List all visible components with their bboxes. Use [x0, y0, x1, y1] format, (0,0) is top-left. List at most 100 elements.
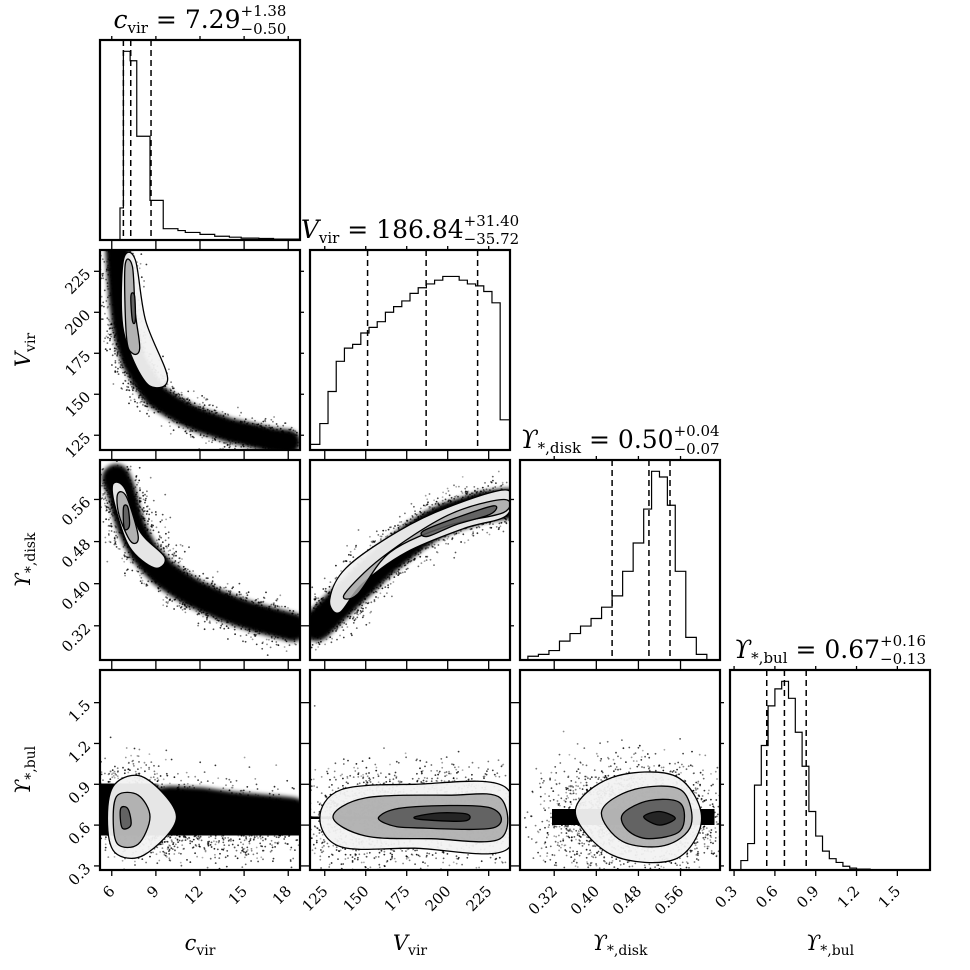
panel-title-ydisk: ϒ*,disk = 0.50+0.04 — [520, 422, 719, 457]
x-tick-label-vvir: 175 — [381, 882, 414, 915]
contour-line-1 — [342, 498, 510, 600]
title-value: = 7.29 — [148, 5, 241, 34]
y-axis-label-vvir: Vvir — [11, 333, 39, 368]
y-tick-label-vvir: 225 — [61, 265, 94, 298]
contour-line-0 — [111, 481, 166, 569]
axis-symbol: ϒ — [11, 779, 35, 794]
axis-symbol: ϒ — [593, 931, 608, 955]
contour-line-1 — [112, 791, 151, 849]
x-tick-label-cvir: 12 — [181, 882, 207, 908]
x-tick-label-vvir: 125 — [299, 882, 332, 915]
contour-line-3 — [643, 810, 676, 826]
contour-line-1 — [123, 258, 141, 356]
contour-fill-3 — [413, 812, 471, 822]
axis-subscript: *,bul — [23, 745, 39, 779]
contour-fill-2 — [123, 504, 130, 530]
title-minus-error: −0.13 — [880, 650, 926, 668]
x-tick-label-cvir: 15 — [225, 882, 251, 908]
y-tick-label-ybul: 1.2 — [65, 737, 95, 767]
histogram-step-ydisk — [520, 470, 720, 661]
density-cvir-ydisk — [100, 460, 300, 656]
density-cvir-vvir — [100, 250, 300, 450]
x-tick-label-ybul: 0.9 — [793, 882, 823, 912]
contour-line-2 — [130, 292, 137, 325]
x-tick-label-ydisk: 0.56 — [651, 882, 687, 918]
contour-fill-2 — [120, 806, 132, 830]
title-minus-error: −0.50 — [241, 20, 287, 38]
axis-subscript: vir — [195, 943, 215, 959]
scatter-panel-ydisk-ybul — [514, 666, 724, 876]
contour-line-0 — [319, 780, 510, 855]
scatter-panel-vvir-ydisk — [304, 456, 514, 666]
contour-line-2 — [420, 505, 498, 538]
axis-symbol: c — [185, 931, 197, 955]
contour-line-0 — [120, 251, 169, 389]
title-plus-error: +0.16 — [880, 632, 926, 650]
y-tick-label-ybul: 0.6 — [65, 819, 95, 849]
axis-subscript: *,disk — [607, 943, 648, 959]
y-tick-label-ydisk: 0.48 — [58, 535, 94, 571]
panel-frame — [308, 458, 512, 662]
scatter-panel-vvir-ybul — [304, 666, 514, 876]
y-tick-label-ydisk: 0.56 — [58, 493, 94, 529]
title-symbol: V — [301, 215, 322, 244]
y-tick-label-ybul: 1.5 — [65, 696, 95, 726]
histogram-cvir: cvir = 7.29+1.38−0.50 — [98, 2, 302, 246]
title-minus-error: −35.72 — [464, 230, 520, 248]
axis-symbol: ϒ — [806, 931, 821, 955]
x-axis-label-vvir: Vvir — [393, 931, 428, 959]
panel-frame — [518, 668, 722, 872]
axis-symbol: V — [11, 350, 35, 367]
y-tick-label-ybul: 0.3 — [65, 860, 95, 890]
title-subscript: vir — [318, 229, 340, 247]
histogram-step-ybul — [730, 680, 930, 871]
title-value: = 0.50 — [581, 425, 674, 454]
title-subscript: vir — [127, 19, 149, 37]
y-axis-label-ybul: ϒ*,bul — [11, 745, 39, 794]
contour-line-2 — [119, 805, 132, 830]
axis-subscript: vir — [407, 943, 427, 959]
title-plus-error: +1.38 — [241, 2, 287, 20]
x-tick-label-vvir: 225 — [463, 882, 496, 915]
y-tick-label-ybul: 0.9 — [65, 778, 95, 808]
x-tick-label-ydisk: 0.40 — [567, 882, 603, 918]
title-value: = 186.84 — [339, 215, 463, 244]
y-tick-label-vvir: 175 — [61, 347, 94, 380]
contour-line-2 — [122, 504, 131, 531]
contour-fill-3 — [643, 811, 676, 826]
contour-line-3 — [413, 812, 471, 822]
contour-line-1 — [600, 785, 693, 848]
histogram-ydisk: ϒ*,disk = 0.50+0.04−0.07 — [518, 422, 722, 666]
title-minus-error: −0.07 — [674, 440, 720, 458]
y-tick-label-vvir: 200 — [61, 306, 94, 339]
axis-symbol: ϒ — [11, 572, 35, 587]
x-axis-label-ydisk: ϒ*,disk — [593, 931, 648, 959]
x-tick-label-vvir: 150 — [340, 882, 373, 915]
x-tick-label-ybul: 1.2 — [834, 882, 864, 912]
histogram-step-vvir — [309, 275, 511, 450]
title-symbol: ϒ — [520, 425, 538, 454]
x-tick-label-cvir: 18 — [269, 882, 295, 908]
contour-line-0 — [574, 771, 703, 864]
x-tick-label-cvir: 6 — [99, 882, 118, 901]
panel-frame — [308, 668, 512, 872]
histogram-vvir: Vvir = 186.84+31.40−35.72 — [301, 212, 519, 456]
panel-title-cvir: cvir = 7.29+1.38 — [114, 2, 287, 37]
y-tick-label-ydisk: 0.40 — [58, 577, 94, 613]
panel-frame-ybul — [728, 668, 932, 872]
density-ydisk-ybul — [524, 730, 720, 870]
x-tick-label-ybul: 0.3 — [711, 882, 741, 912]
title-symbol: c — [114, 5, 128, 34]
x-tick-label-vvir: 200 — [422, 882, 455, 915]
x-axis-label-ybul: ϒ*,bul — [806, 931, 855, 959]
scatter-panel-cvir-vvir — [94, 246, 304, 456]
y-tick-label-vvir: 125 — [61, 429, 94, 462]
contour-fill-2 — [421, 505, 497, 537]
x-tick-label-ydisk: 0.32 — [525, 882, 561, 918]
title-subscript: *,disk — [538, 439, 582, 457]
axis-symbol: V — [393, 931, 410, 955]
density-vvir-ybul — [310, 705, 510, 870]
contour-line-2 — [620, 798, 686, 840]
y-tick-label-vvir: 150 — [61, 388, 94, 421]
